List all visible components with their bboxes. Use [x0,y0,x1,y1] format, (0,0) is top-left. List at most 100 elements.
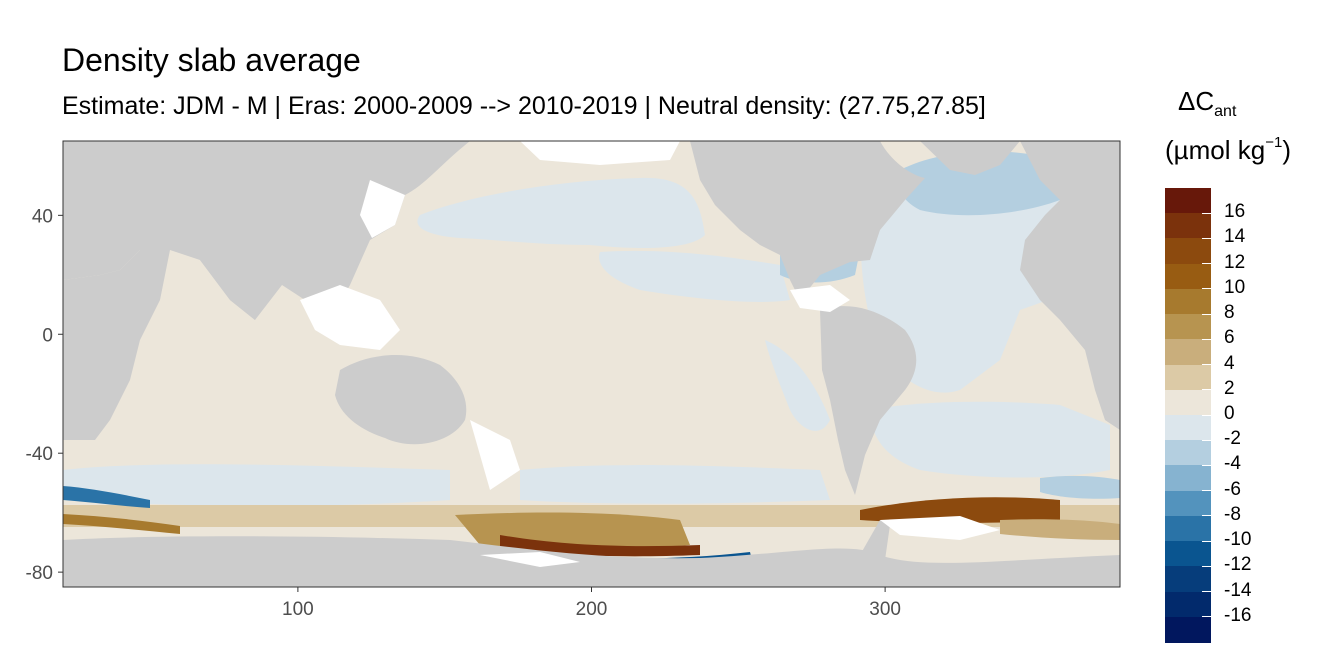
legend-color-swatch [1165,566,1211,593]
so-band-blue-west [63,486,150,508]
legend-color-swatch [1165,314,1211,340]
south-east-pacific-patch [765,340,830,431]
weddell-blue-patch [1040,475,1120,499]
antarctic-nodata-west [480,552,580,567]
legend-label: -8 [1224,503,1241,525]
legend-color-swatch [1165,263,1211,290]
legend-tick [1202,490,1211,492]
weddell-brown [860,497,1060,523]
legend-color-swatch [1165,213,1211,240]
legend-tick [1202,591,1211,593]
weddell-light-brown [1000,519,1120,540]
antarctica-land [63,536,1120,587]
north-atlantic-patch [898,151,1060,216]
legend-label: -12 [1224,554,1252,576]
land-masses [63,141,1120,587]
legend-label: -10 [1224,529,1252,551]
no-data-regions [300,141,1000,567]
south-america-land [820,306,917,495]
southern-ocean-bands [63,486,1120,565]
indonesia-nodata [300,285,400,350]
legend-label: 12 [1224,251,1246,273]
legend-color-swatch [1165,364,1211,391]
legend-color-swatch [1165,591,1211,618]
legend-label: 14 [1224,226,1246,248]
so-band-brown-west [63,514,180,534]
legend-tick [1202,364,1211,366]
east-pacific-patch [599,250,790,302]
legend-tick [1202,313,1211,315]
legend-color-swatch [1165,440,1211,467]
weddell-nodata [880,516,1000,540]
legend-tick [1202,263,1211,265]
legend-label: -16 [1224,604,1252,626]
north-pacific-patch [417,177,705,248]
legend-tick [1202,389,1211,391]
legend-unit: (µmol kg−1) [1165,134,1291,166]
legend-label: 8 [1224,302,1235,324]
plot-subtitle: Estimate: JDM - M | Eras: 2000-2009 --> … [62,92,986,120]
legend-color-swatch [1165,339,1211,366]
legend-unit-close: ) [1282,135,1291,165]
legend-tick [1202,616,1211,618]
legend-label: 6 [1224,327,1235,349]
legend-tick [1202,338,1211,340]
legend-tick [1202,439,1211,441]
legend-label: 16 [1224,201,1246,223]
south-atlantic-patch [870,401,1110,478]
legend-tick [1202,540,1211,542]
legend-tick [1202,515,1211,517]
legend-tick [1202,237,1211,239]
legend-title-subscript: ant [1214,103,1237,120]
legend-unit-superscript: −1 [1265,134,1283,151]
plot-title: Density slab average [62,42,361,78]
australia-land [335,354,467,445]
legend-color-swatch [1165,616,1211,643]
legend-label: -4 [1224,453,1241,475]
legend-tick [1202,565,1211,567]
africa-land [63,250,170,440]
ross-sea-dark [500,535,700,557]
legend-label: 10 [1224,276,1246,298]
southern-pacific-patch [520,465,830,504]
y-tick-label: 0 [42,325,53,346]
x-tick-label: 200 [576,599,608,620]
x-tick-label: 100 [282,599,314,620]
eurasia-land [63,141,470,320]
legend-label: -6 [1224,478,1241,500]
y-tick-label: -40 [26,444,53,465]
x-tick-label: 300 [869,599,901,620]
legend-color-swatch [1165,288,1211,315]
europe-africa-east-land [1020,141,1120,430]
greenland-land [920,141,1020,175]
tasman-nodata [470,420,520,490]
y-tick-label: 40 [32,206,53,227]
legend-tick [1202,212,1211,214]
southern-indian-patch [63,464,450,506]
legend-label: 2 [1224,377,1235,399]
legend-color-swatch [1165,238,1211,265]
legend-color-swatch [1165,389,1211,416]
antarctic-peninsula-land [860,520,890,560]
legend-color-swatch [1165,541,1211,567]
legend-label: 4 [1224,352,1235,374]
legend-color-swatch [1165,465,1211,492]
japan-nodata [360,180,405,238]
map-panel [63,141,1120,587]
arctic-nodata [520,141,680,165]
ocean-negative-patches [63,177,1120,506]
legend-title: ΔCant [1178,86,1236,121]
caribbean-nodata [790,285,850,312]
legend-title-text: ΔC [1178,86,1215,116]
legend-unit-text: (µmol kg [1165,135,1266,165]
legend-tick [1202,414,1211,416]
legend-tick [1202,464,1211,466]
legend-tick [1202,288,1211,290]
legend-label: -2 [1224,428,1241,450]
india-land [200,260,255,320]
north-america-land [690,141,925,300]
legend-label: 0 [1224,403,1235,424]
legend-color-swatch [1165,415,1211,441]
